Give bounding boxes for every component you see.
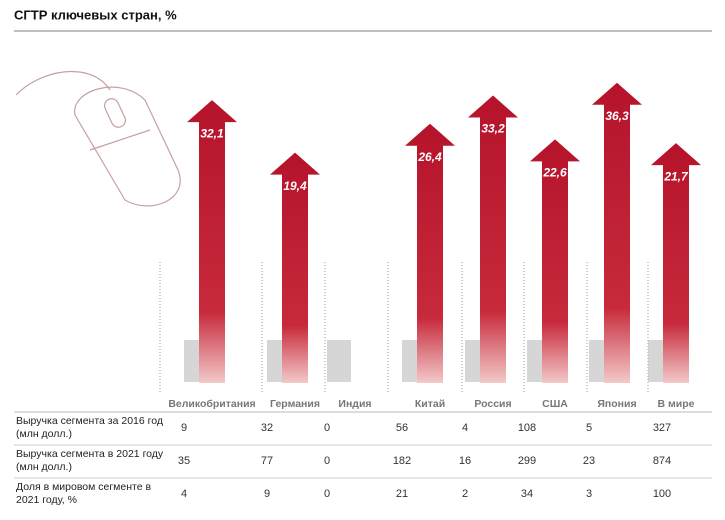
value-label: 21,7 [663,169,689,183]
category-label: Великобритания [168,398,255,410]
table-cell: 21 [396,488,408,500]
category-label: Китай [415,398,445,410]
category-label: Индия [338,398,371,410]
table-cell: 9 [264,488,270,500]
table-cell: 0 [324,422,330,434]
landmark-silhouette [327,340,351,382]
value-label: 26,4 [417,150,442,164]
arrow-bar [592,82,642,383]
table-cell: 23 [583,455,595,467]
table-cell: 108 [518,422,536,434]
table-cell: 0 [324,455,330,467]
category-label: США [542,398,568,410]
value-label: 22,6 [542,166,567,180]
table-cell: 16 [459,455,471,467]
mouse-illustration [15,70,181,207]
arrow-bar [651,143,701,383]
table-cell: 4 [462,422,468,434]
table-cell: 9 [181,422,187,434]
category-label: Россия [474,398,511,410]
table-cell: 3 [586,488,592,500]
chart-title: СГТР ключевых стран, % [14,7,177,22]
table-cell: 299 [518,455,536,467]
value-label: 32,1 [200,126,224,140]
table-cell: 2 [462,488,468,500]
arrow-bar [270,152,320,383]
row-label: Доля в мировом сегменте в 2021 году, % [16,481,152,506]
table-cell: 32 [261,422,273,434]
arrow-bar [187,100,237,383]
arrow-bar [468,95,518,383]
value-label: 19,4 [283,179,307,193]
category-label: Япония [597,398,636,410]
table-cell: 100 [653,488,671,500]
table-cell: 4 [181,488,187,500]
row-label: Выручка сегмента за 2016 год (млн долл.) [16,415,163,440]
row-label: Выручка сегмента в 2021 году (млн долл.) [16,448,164,473]
table-cell: 0 [324,488,330,500]
arrow-bar [530,139,580,383]
value-label: 36,3 [605,109,629,123]
table-cell: 182 [393,455,411,467]
arrow-bar [405,123,455,383]
category-label: В мире [658,398,695,410]
category-label: Германия [270,398,320,410]
value-label: 33,2 [481,122,505,136]
table-cell: 34 [521,488,533,500]
table-cell: 35 [178,455,190,467]
table-cell: 77 [261,455,273,467]
table-cell: 874 [653,455,671,467]
table-cell: 5 [586,422,592,434]
table-cell: 56 [396,422,408,434]
table-cell: 327 [653,422,671,434]
